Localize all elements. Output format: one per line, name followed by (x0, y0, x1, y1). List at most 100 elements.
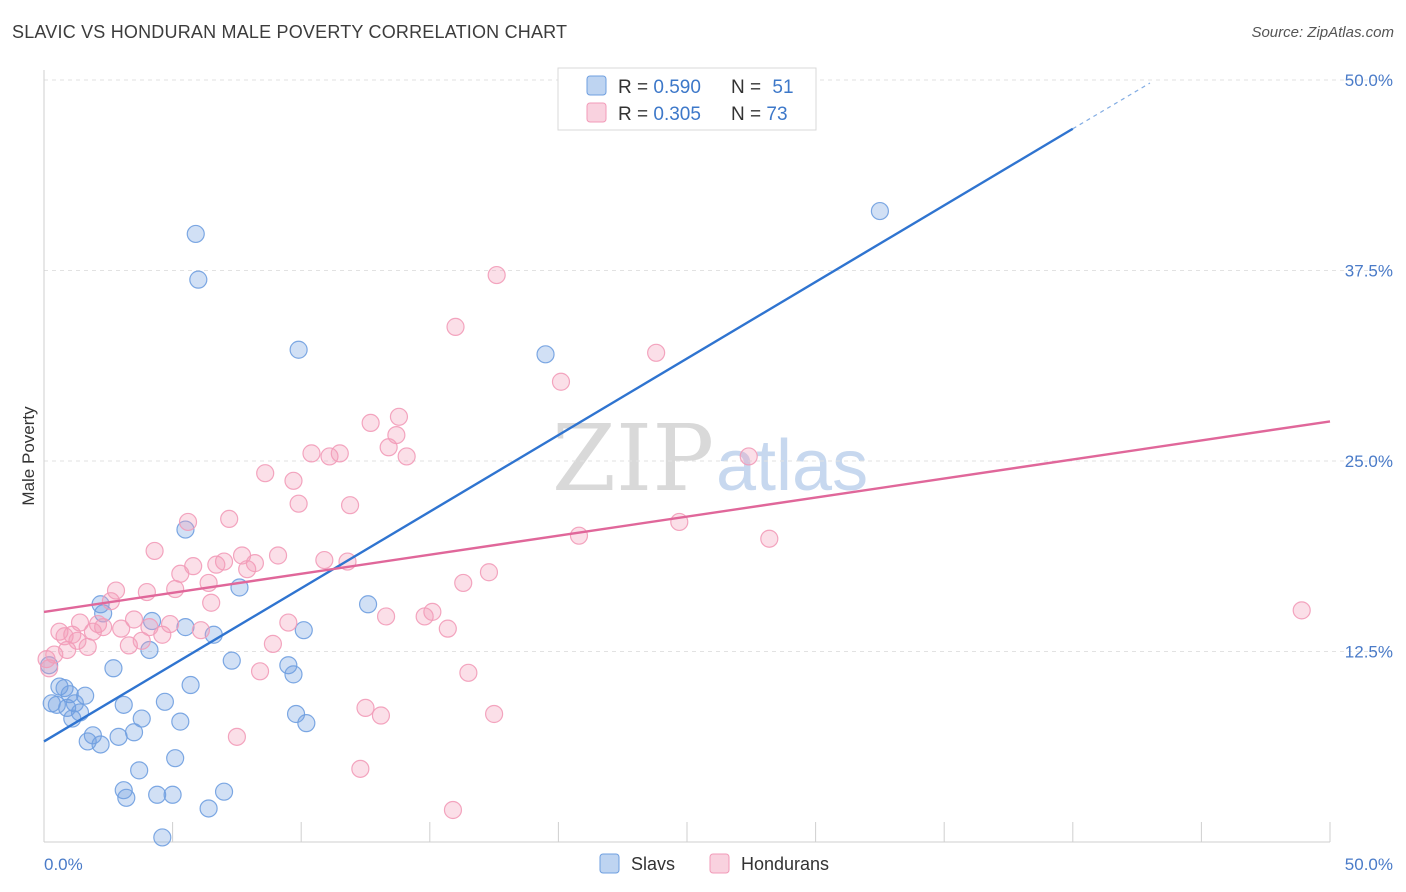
point-hondurans (315, 550, 334, 570)
bottom-legend-swatch-slavs (599, 853, 620, 874)
point-slavs (140, 640, 159, 660)
point-hondurans (1292, 601, 1311, 620)
point-hondurans (760, 529, 779, 548)
legend-n-slavs: N = 51 (731, 77, 794, 98)
legend-r-value-hondurans: 0.305 (653, 104, 701, 125)
point-hondurans (178, 512, 198, 532)
point-hondurans (124, 610, 144, 629)
point-slavs (109, 727, 128, 746)
point-hondurans (256, 464, 275, 483)
legend-box (557, 67, 817, 131)
point-slavs (155, 692, 174, 711)
point-hondurans (220, 509, 239, 529)
point-hondurans (551, 372, 571, 391)
data-points (37, 201, 1311, 847)
point-hondurans (70, 613, 90, 632)
point-hondurans (356, 698, 375, 717)
point-slavs (124, 723, 144, 742)
point-hondurans (284, 471, 303, 490)
point-hondurans (371, 706, 391, 725)
point-slavs (186, 224, 205, 244)
point-hondurans (647, 343, 666, 362)
point-hondurans (739, 447, 758, 466)
legend-r-value-slavs: 0.590 (653, 77, 701, 98)
point-hondurans (479, 563, 499, 582)
point-slavs (199, 799, 218, 818)
trend-line-hondurans (43, 420, 1331, 614)
point-slavs (176, 618, 195, 637)
point-hondurans (245, 554, 265, 573)
point-slavs (91, 735, 110, 754)
legend-n-value-hondurans: 73 (766, 104, 787, 125)
point-slavs (294, 621, 313, 640)
point-slavs (536, 345, 555, 364)
point-hondurans (340, 496, 360, 515)
chart-title: SLAVIC VS HONDURAN MALE POVERTY CORRELAT… (12, 22, 568, 42)
legend: R = 0.590 N = 51 R = 0.305 N = 73 (557, 67, 817, 131)
point-slavs (47, 695, 66, 714)
point-slavs (222, 651, 241, 670)
point-hondurans (68, 631, 87, 650)
point-hondurans (250, 662, 270, 681)
point-slavs (279, 656, 298, 675)
y-axis-tick-labels: 12.5% 25.0% 37.5% 50.0% (1345, 71, 1393, 662)
point-slavs (104, 659, 123, 678)
legend-r-label-slavs: R = (618, 77, 653, 98)
y-tick-label: 25.0% (1345, 452, 1393, 471)
point-slavs (65, 694, 84, 713)
bottom-legend: Slavs Hondurans (599, 853, 829, 874)
point-slavs (289, 340, 308, 359)
point-slavs (171, 712, 190, 731)
point-hondurans (40, 659, 59, 678)
point-hondurans (438, 619, 457, 638)
point-hondurans (397, 447, 416, 466)
point-hondurans (191, 621, 210, 640)
point-hondurans (289, 494, 308, 513)
point-hondurans (184, 557, 203, 576)
point-slavs (214, 782, 234, 801)
point-hondurans (268, 546, 288, 565)
point-slavs (189, 270, 208, 289)
point-hondurans (302, 444, 321, 463)
y-tick-label: 37.5% (1345, 262, 1393, 281)
point-hondurans (279, 613, 298, 632)
point-hondurans (160, 614, 180, 634)
point-hondurans (389, 407, 409, 426)
point-hondurans (320, 447, 339, 466)
point-slavs (153, 828, 172, 847)
point-hondurans (443, 800, 463, 820)
point-hondurans (423, 602, 442, 621)
point-slavs (70, 703, 90, 722)
point-hondurans (88, 614, 108, 634)
point-slavs (166, 749, 185, 768)
point-hondurans (166, 579, 185, 599)
source-credit: Source: ZipAtlas.com (1251, 24, 1394, 41)
point-hondurans (227, 727, 246, 746)
point-slavs (114, 695, 133, 714)
point-slavs (148, 785, 167, 804)
point-slavs (60, 685, 79, 704)
point-hondurans (145, 541, 164, 561)
point-slavs (286, 704, 306, 724)
legend-swatch-hondurans (586, 102, 607, 123)
point-slavs (117, 788, 136, 807)
bottom-legend-label-hondurans: Hondurans (741, 854, 829, 874)
point-slavs (76, 686, 95, 705)
trend-extension-slavs (1072, 82, 1151, 130)
point-slavs (130, 761, 149, 780)
legend-n-value-slavs: 51 (772, 77, 793, 98)
point-slavs (358, 595, 378, 614)
point-hondurans (214, 552, 234, 571)
point-slavs (132, 709, 151, 728)
legend-row-slavs: R = 0.590 (618, 77, 701, 98)
bottom-legend-swatch-hondurans (709, 853, 730, 874)
legend-n-label-slavs: N = (731, 77, 766, 98)
point-hondurans (387, 425, 406, 445)
point-hondurans (112, 619, 131, 638)
x-axis-ticks (172, 822, 1331, 842)
bottom-legend-label-slavs: Slavs (631, 854, 675, 874)
x-tick-label-min: 0.0% (44, 855, 83, 874)
point-hondurans (106, 581, 126, 600)
point-slavs (181, 675, 200, 695)
